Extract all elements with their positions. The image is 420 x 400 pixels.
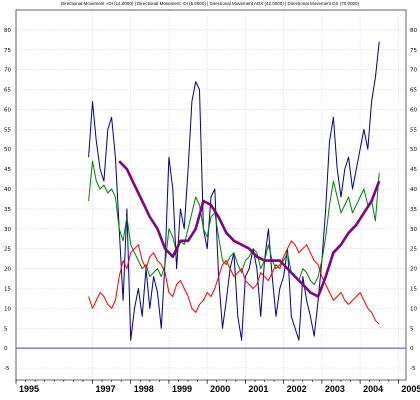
x-tick-label: 1999 xyxy=(172,384,192,394)
y-tick-label: 80 xyxy=(4,28,11,34)
x-tick-label: 2001 xyxy=(248,384,268,394)
y-tick-label: 60 xyxy=(410,107,417,113)
y-tick-label: 20 xyxy=(4,267,11,273)
y-tick-label: 50 xyxy=(410,147,417,153)
plot-frame xyxy=(15,9,407,381)
y-tick-label: 30 xyxy=(4,227,11,233)
y-tick-label: 60 xyxy=(4,107,11,113)
y-tick-label: 20 xyxy=(410,267,417,273)
y-tick-label: 0 xyxy=(4,346,8,352)
x-tick-label: 1998 xyxy=(134,384,154,394)
y-tick-label: 15 xyxy=(4,286,11,292)
y-tick-label: 25 xyxy=(4,247,11,253)
y-tick-label: 50 xyxy=(4,147,11,153)
y-tick-label: 5 xyxy=(410,326,414,332)
plot-series xyxy=(88,41,381,341)
y-tick-labels-left: -5 0 5 10 15 20 25 30 35 40 45 50 55 60 65 70 75 80 xyxy=(4,28,11,372)
y-tick-label: 65 xyxy=(410,88,417,94)
y-tick-label: -5 xyxy=(4,366,10,372)
y-tick-label: 65 xyxy=(4,88,11,94)
x-tick-label: 1995 xyxy=(19,384,39,394)
y-tick-label: 35 xyxy=(410,207,417,213)
y-tick-label: 55 xyxy=(4,127,11,133)
y-tick-label: 45 xyxy=(410,167,417,173)
series-line-3 xyxy=(88,240,380,325)
y-tick-label: 75 xyxy=(410,48,417,54)
y-tick-label: 75 xyxy=(4,48,11,54)
y-tick-label: 70 xyxy=(410,68,417,74)
y-tick-label: 25 xyxy=(410,247,417,253)
x-tick-label: 2003 xyxy=(325,384,345,394)
y-tick-label: 10 xyxy=(4,306,11,312)
gridlines xyxy=(15,10,406,380)
chart-title: Directional Movement +DI (14.0000) | Dir… xyxy=(61,1,360,6)
y-tick-label: 5 xyxy=(4,326,8,332)
y-tick-label: 0 xyxy=(410,346,414,352)
y-tick-label: 10 xyxy=(410,306,417,312)
y-tick-label: 80 xyxy=(410,28,417,34)
y-tick-label: 45 xyxy=(4,167,11,173)
y-tick-label: 35 xyxy=(4,207,11,213)
series-line-2 xyxy=(88,160,380,285)
x-tick-label: 2002 xyxy=(287,384,307,394)
series-line-4 xyxy=(118,160,381,298)
x-tick-label: 2004 xyxy=(363,384,383,394)
y-tick-label: 40 xyxy=(4,187,11,193)
x-tick-label: 2005 xyxy=(401,384,420,394)
y-tick-label: 15 xyxy=(410,286,417,292)
y-tick-label: 30 xyxy=(410,227,417,233)
x-tick-label: 1997 xyxy=(95,384,115,394)
y-tick-label: 55 xyxy=(410,127,417,133)
y-tick-label: 40 xyxy=(410,187,417,193)
axes xyxy=(15,9,407,384)
x-tick-labels: 1995 1997 1998 1999 2000 2001 2002 2003 2004 2005 xyxy=(19,384,420,394)
y-tick-labels-right: -5 0 5 10 15 20 25 30 35 40 45 50 55 60 65 70 75 80 xyxy=(410,28,417,372)
y-tick-label: -5 xyxy=(410,366,416,372)
y-tick-label: 70 xyxy=(4,68,11,74)
x-tick-label: 2000 xyxy=(210,384,230,394)
